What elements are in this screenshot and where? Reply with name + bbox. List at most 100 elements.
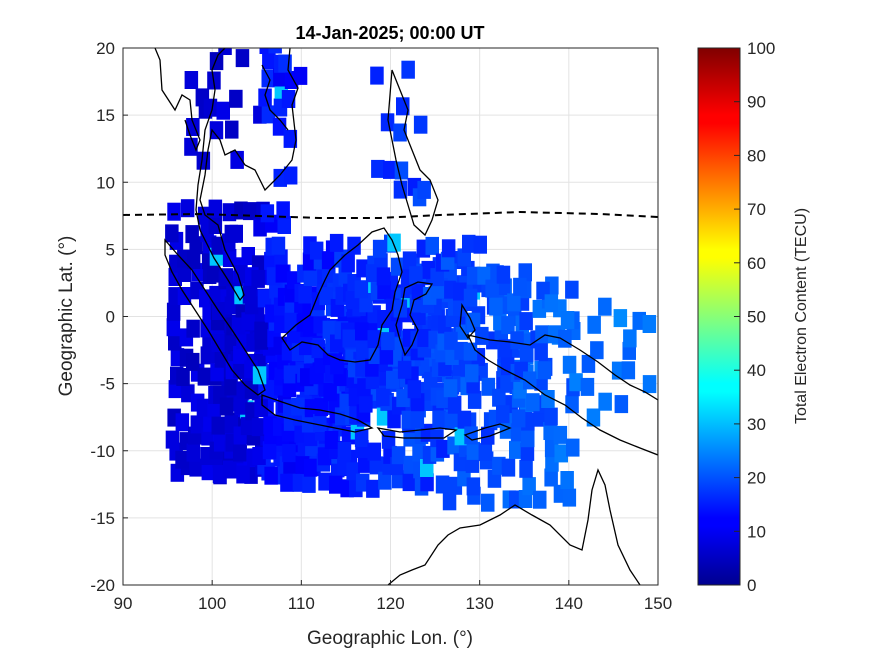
tec-cell: [391, 446, 406, 465]
tec-cell: [342, 329, 356, 348]
tec-cell: [537, 361, 552, 380]
tec-cell: [282, 444, 296, 463]
tec-cell: [475, 326, 489, 345]
tec-cell: [368, 346, 383, 364]
tec-cell: [389, 318, 403, 337]
tec-cell: [283, 365, 298, 384]
tec-cell: [252, 447, 266, 465]
tec-cell: [283, 166, 298, 185]
colorbar-tick-label: 50: [747, 308, 766, 327]
tec-cell: [481, 377, 496, 396]
tec-cell: [211, 236, 225, 255]
tec-cell: [412, 443, 426, 462]
tec-cell: [569, 373, 583, 392]
tec-cell: [282, 379, 297, 397]
tec-cell: [168, 332, 182, 351]
tec-cell: [234, 396, 248, 415]
tec-cell: [365, 264, 380, 283]
tec-cell: [291, 397, 305, 416]
tec-cell: [225, 120, 239, 139]
tec-cell: [214, 349, 229, 368]
tec-cell: [383, 160, 397, 179]
tec-cell: [453, 282, 467, 301]
tec-cell: [303, 428, 318, 447]
tec-cell: [251, 269, 265, 288]
tec-cell: [165, 224, 179, 243]
tec-cell: [376, 267, 391, 286]
x-tick-label: 130: [465, 594, 493, 613]
tec-cell: [509, 440, 523, 459]
x-axis-label: Geographic Lon. (°): [307, 628, 473, 649]
tec-cell: [526, 393, 540, 412]
tec-cell: [642, 315, 657, 333]
coastline-sumatra: [164, 238, 266, 396]
tec-cell: [233, 443, 247, 462]
tec-cell: [322, 267, 336, 286]
tec-cell: [387, 410, 401, 429]
tec-cell: [562, 355, 577, 374]
tec-cell: [184, 137, 198, 156]
tec-cell: [485, 279, 499, 298]
tec-cell: [463, 288, 478, 307]
tec-cell: [230, 150, 244, 169]
tec-cell: [587, 315, 601, 334]
tec-cell: [580, 377, 595, 396]
tec-cell: [190, 415, 205, 434]
colorbar-tick-label: 20: [747, 469, 766, 488]
tec-cell: [366, 479, 380, 498]
tec-cell: [184, 71, 199, 89]
tec-cell: [380, 113, 395, 132]
coastline-philippines: [387, 69, 439, 237]
tec-cell: [500, 374, 514, 393]
tec-cell: [207, 399, 221, 418]
tec-cell: [393, 180, 408, 199]
tec-cell: [378, 471, 392, 490]
colorbar-label: Total Electron Content (TECU): [793, 208, 810, 424]
tec-cell: [213, 433, 228, 452]
tec-cells: [165, 48, 657, 512]
tec-cell: [430, 268, 444, 287]
y-tick-label: -10: [90, 442, 115, 461]
x-ticks: 90 100 110 120 130 140 150: [114, 580, 672, 613]
tec-cell: [443, 379, 458, 398]
tec-cell: [511, 409, 526, 428]
tec-cell: [229, 89, 243, 108]
tec-cell: [457, 410, 472, 429]
colorbar-tick-label: 40: [747, 361, 766, 380]
coastline-vietnam-gulf: [261, 64, 289, 131]
tec-cell: [473, 235, 487, 254]
tec-cell: [544, 294, 559, 313]
tec-cell: [489, 297, 503, 316]
tec-cell: [199, 289, 213, 308]
tec-cell: [447, 395, 462, 414]
tec-cell: [242, 285, 257, 304]
tec-cell: [543, 422, 557, 440]
tec-cell: [201, 462, 216, 481]
tec-cell: [223, 460, 237, 479]
tec-cell: [216, 101, 230, 120]
tec-cell: [465, 364, 479, 383]
tec-cell: [621, 361, 636, 380]
tec-cell: [355, 473, 370, 492]
coastline-borneo: [281, 227, 403, 363]
x-tick-label: 90: [114, 594, 133, 613]
tec-cell: [209, 285, 223, 304]
tec-cell: [501, 458, 516, 477]
tec-cell: [329, 475, 343, 494]
tec-cell: [444, 411, 459, 430]
tec-cell: [623, 329, 637, 348]
tec-cell: [613, 309, 628, 328]
y-tick-label: 15: [96, 106, 115, 125]
y-tick-label: -20: [90, 576, 115, 595]
tec-cell: [560, 311, 575, 329]
tec-cell: [420, 473, 434, 492]
tec-cell: [544, 468, 558, 487]
tec-cell: [581, 354, 596, 373]
tec-cell: [318, 472, 332, 491]
tec-cell: [510, 423, 525, 442]
tec-cell: [176, 368, 190, 386]
tec-cell: [208, 199, 223, 218]
tec-cell: [492, 388, 506, 407]
x-tick-label: 110: [288, 594, 315, 613]
tec-cell: [386, 370, 400, 389]
